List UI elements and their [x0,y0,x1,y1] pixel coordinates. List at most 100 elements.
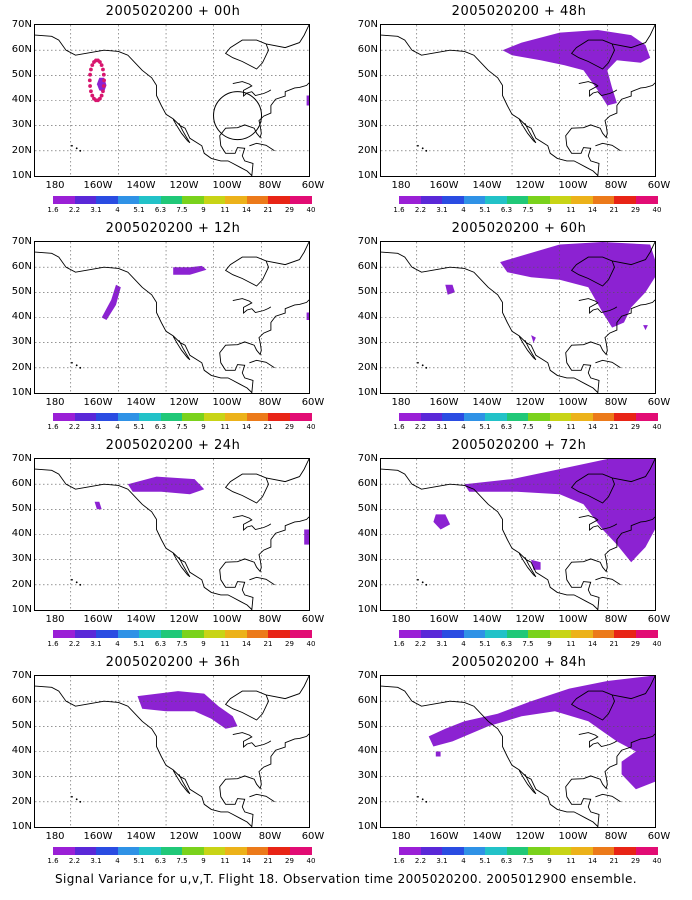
colorbar-segment [246,196,269,204]
lat-tick-label: 40N [357,528,378,539]
colorbar-label: 14 [588,857,597,865]
lon-tick-label: 100W [212,180,242,191]
colorbar-segment [571,196,593,204]
colorbar-segment [635,413,658,421]
colorbar-label: 4 [115,206,120,214]
colorbar-segment [635,630,658,638]
lat-tick-label: 60N [11,695,32,706]
colorbar-segment [549,413,572,421]
map-frame [34,241,310,394]
colorbar-segment [225,196,247,204]
hawaii-island [75,798,78,801]
colorbar-label: 3.1 [436,857,448,865]
hawaii-island [79,800,82,803]
panel-title: 2005020200 + 72h [451,438,587,453]
colorbar-segment [96,196,118,204]
colorbar [53,196,312,204]
colorbar-segment [203,413,226,421]
colorbar-label: 11 [566,857,576,865]
lat-tick-label: 60N [11,478,32,489]
variance-region [137,691,238,729]
colorbar-label: 21 [609,857,619,865]
map-frame [380,458,656,611]
lat-tick-label: 10N [357,604,378,615]
lon-tick-label: 180 [45,614,65,625]
lon-tick-label: 180 [45,397,65,408]
lon-tick-label: 160W [429,180,459,191]
colorbar-label: 21 [609,640,619,648]
colorbar-label: 11 [566,206,576,214]
colorbar-label: 1.6 [393,206,405,214]
colorbar-label: 5.1 [133,423,145,431]
colorbar-segment [268,196,290,204]
lon-tick-label: 120W [515,831,545,842]
panel-title: 2005020200 + 00h [105,4,241,19]
colorbar-label: 40 [306,857,316,865]
colorbar-segment [225,413,247,421]
map-frame [34,458,310,611]
hawaii-island [79,583,82,586]
lat-tick-label: 60N [11,44,32,55]
observation-point [101,89,105,94]
lat-tick-label: 60N [11,261,32,272]
colorbar-segment [506,847,529,855]
colorbar-segment [74,847,97,855]
colorbar-segment [399,196,421,204]
colorbar-segment [117,847,140,855]
lon-tick-label: 120W [515,397,545,408]
hawaii-island [425,800,428,803]
map-canvas [381,459,655,610]
colorbar-label: 21 [263,640,273,648]
lat-tick-label: 50N [11,286,32,297]
colorbar [53,413,312,421]
lon-tick-label: 60W [301,180,325,191]
colorbar-segment [592,630,615,638]
map-canvas [381,25,655,176]
hawaii-island [421,798,424,801]
coastline [518,553,537,578]
coastline [172,119,191,144]
colorbar-segment [53,847,75,855]
colorbar-label: 2.2 [414,857,427,865]
colorbar-segment [463,630,486,638]
colorbar-label: 29 [285,206,294,214]
lon-tick-label: 80W [604,614,628,625]
lon-tick-label: 140W [472,397,502,408]
colorbar-segment [160,847,183,855]
colorbar-label: 11 [220,857,230,865]
lon-tick-label: 80W [604,180,628,191]
colorbar-segment [463,196,486,204]
colorbar-segment [442,196,464,204]
colorbar-label: 3.1 [436,206,448,214]
colorbar-label: 9 [547,206,552,214]
observation-point [89,67,93,72]
colorbar-segment [74,413,97,421]
lat-tick-label: 50N [357,286,378,297]
colorbar-label: 11 [220,640,230,648]
variance-region [643,325,648,331]
coastline [172,770,191,795]
colorbar-segment [74,196,97,204]
colorbar-label: 40 [306,423,316,431]
colorbar-segment [420,413,443,421]
colorbar-segment [225,630,247,638]
lat-tick-label: 20N [357,145,378,156]
lon-tick-label: 140W [126,180,156,191]
lat-tick-label: 50N [357,720,378,731]
colorbar-label: 4 [461,857,466,865]
observation-point [92,96,96,101]
lat-tick-label: 10N [357,821,378,832]
lat-tick-label: 70N [357,453,378,464]
colorbar-label: 3.1 [90,640,102,648]
map-frame [380,241,656,394]
lon-tick-label: 160W [429,397,459,408]
map-canvas [35,459,309,610]
lat-tick-label: 60N [357,695,378,706]
colorbar-label: 9 [201,423,206,431]
colorbar [53,847,312,855]
colorbar-segment [139,630,161,638]
coastline [570,676,655,721]
coastline [518,770,537,795]
lon-tick-label: 120W [515,180,545,191]
lon-tick-label: 180 [391,614,411,625]
